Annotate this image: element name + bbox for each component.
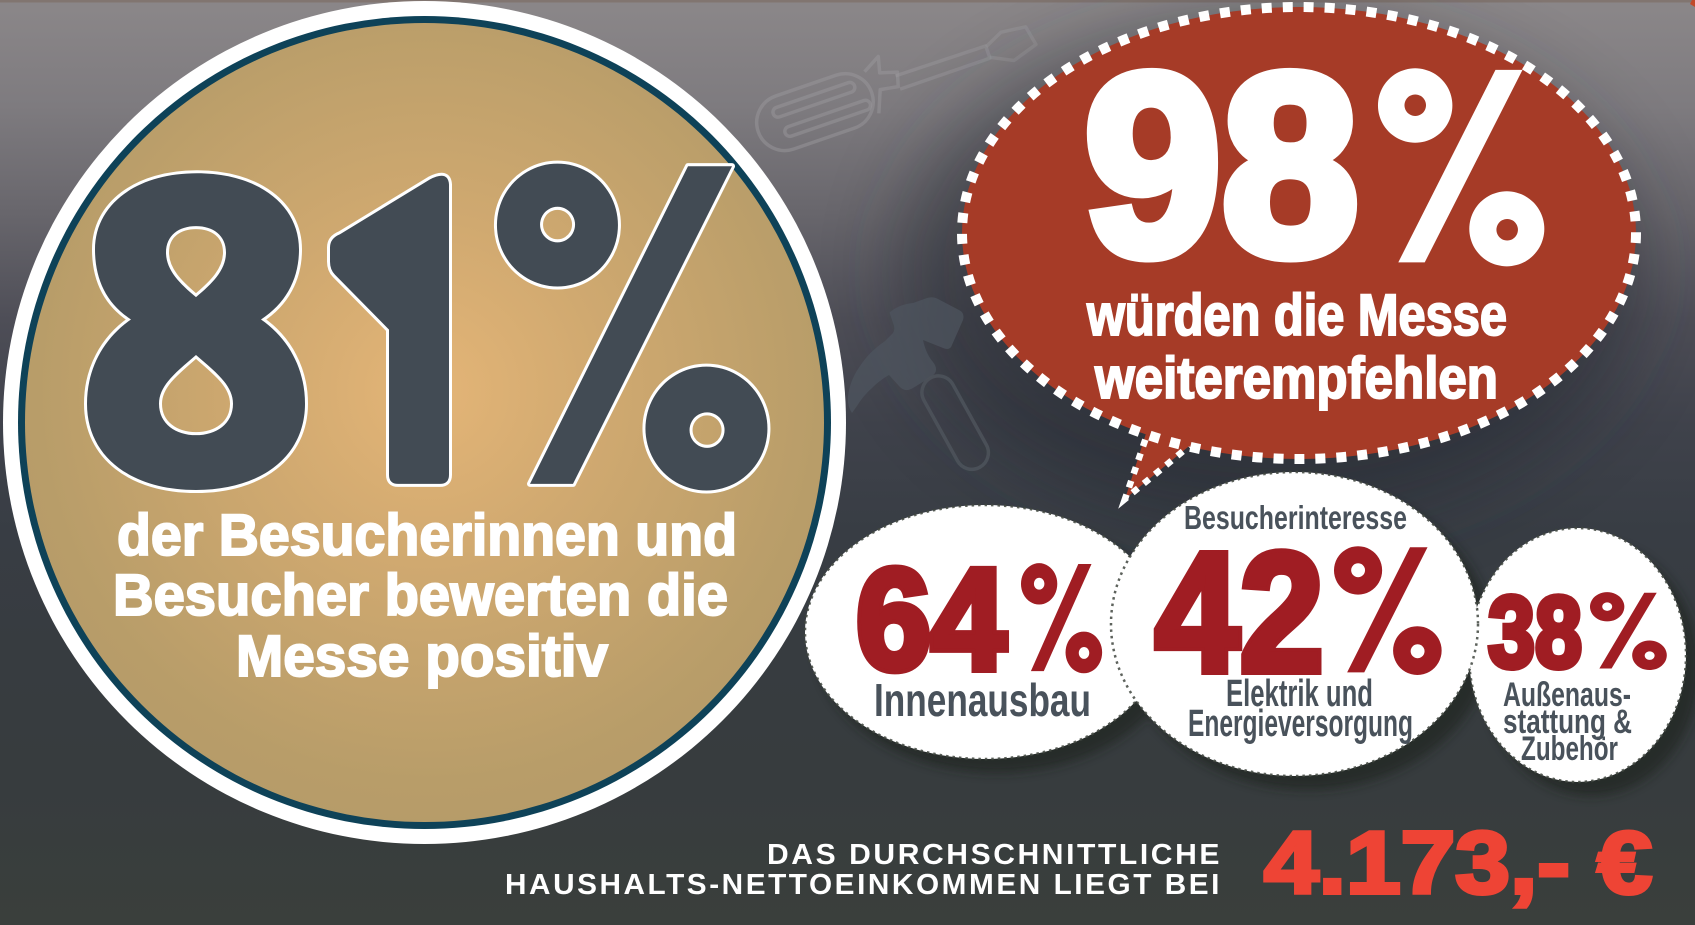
svg-text:Außenaus-: Außenaus- bbox=[1503, 676, 1631, 714]
svg-text:Zubehör: Zubehör bbox=[1521, 730, 1618, 768]
svg-text:4.173,- €: 4.173,- € bbox=[1264, 813, 1652, 912]
svg-text:98: 98 bbox=[1084, 20, 1359, 309]
svg-text:stattung &: stattung & bbox=[1503, 703, 1632, 741]
svg-text:64: 64 bbox=[856, 539, 1006, 700]
svg-text:HAUSHALTS-NETTOEINKOMMEN LIEGT: HAUSHALTS-NETTOEINKOMMEN LIEGT BEI bbox=[505, 869, 1222, 901]
svg-text:Elektrik und: Elektrik und bbox=[1226, 673, 1373, 715]
svg-text:38: 38 bbox=[1488, 577, 1582, 689]
svg-text:42: 42 bbox=[1155, 518, 1324, 708]
svg-text:Energieversorgung: Energieversorgung bbox=[1188, 703, 1413, 745]
svg-text:Besucherinteresse: Besucherinteresse bbox=[1184, 499, 1407, 536]
svg-text:weiterempfehlen: weiterempfehlen bbox=[1094, 346, 1498, 411]
svg-text:Messe positiv: Messe positiv bbox=[236, 624, 608, 689]
svg-text:würden die Messe: würden die Messe bbox=[1086, 283, 1507, 348]
svg-text:der Besucherinnen und: der Besucherinnen und bbox=[117, 503, 737, 568]
svg-text:Innenausbau: Innenausbau bbox=[874, 674, 1091, 726]
svg-text:Besucher bewerten die: Besucher bewerten die bbox=[113, 563, 728, 628]
svg-text:DAS DURCHSCHNITTLICHE: DAS DURCHSCHNITTLICHE bbox=[767, 839, 1222, 871]
